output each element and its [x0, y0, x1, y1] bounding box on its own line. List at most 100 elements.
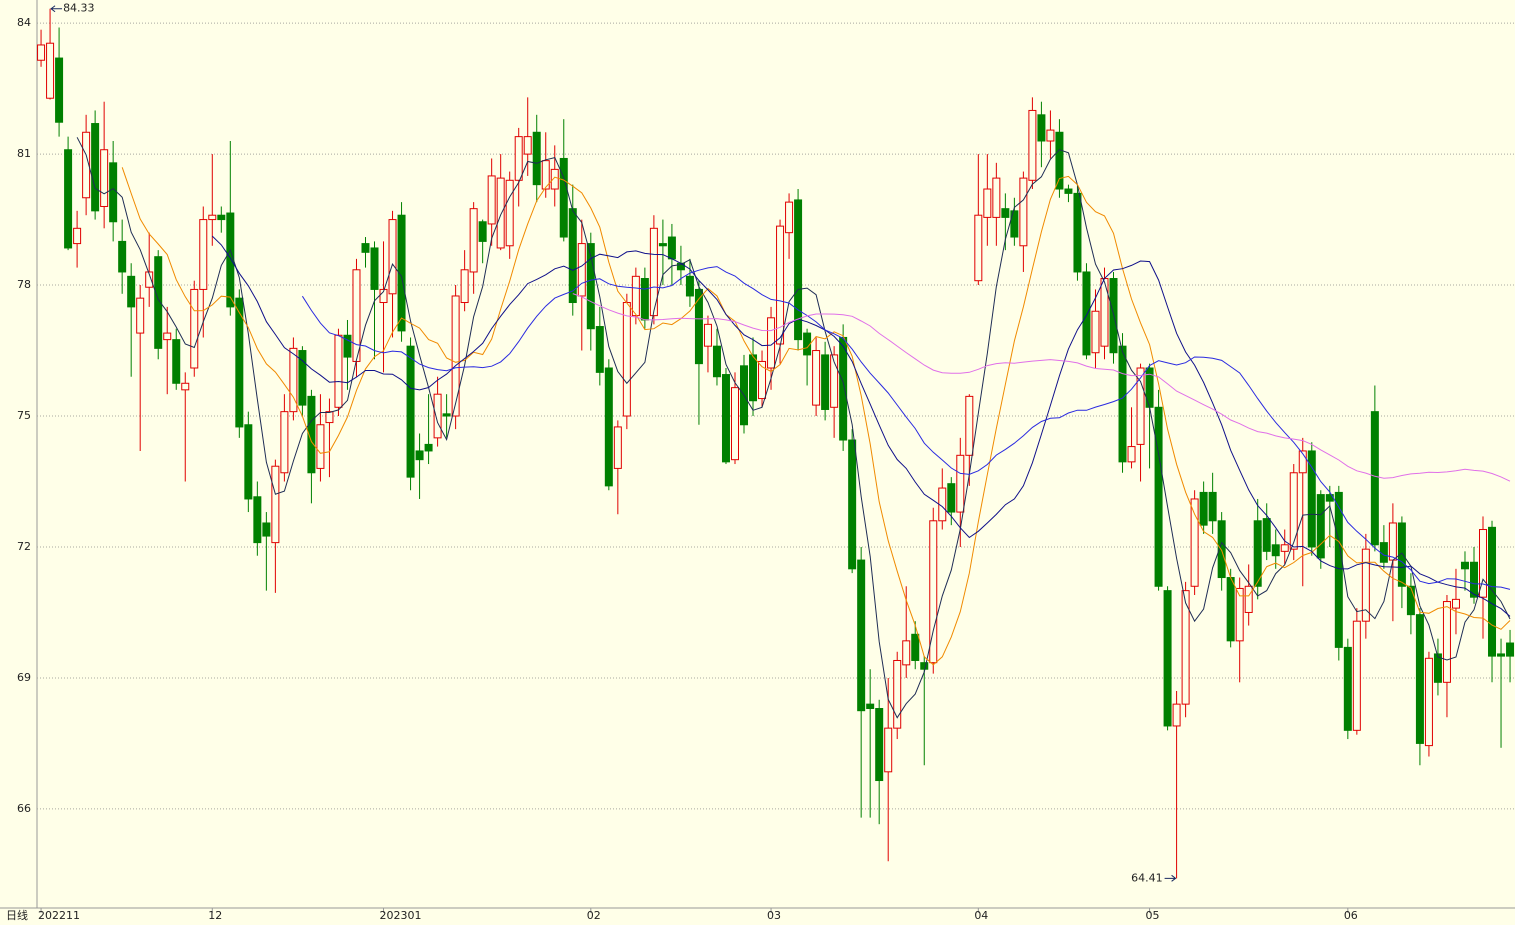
- candle-body: [298, 350, 307, 406]
- candle-body: [1352, 620, 1361, 731]
- candle-body: [433, 393, 442, 439]
- candle-body: [370, 247, 379, 290]
- candle-body: [749, 354, 758, 402]
- candle-body: [451, 295, 460, 417]
- candle-body: [1488, 526, 1497, 657]
- candle-body: [956, 454, 965, 513]
- candle-body: [1253, 520, 1262, 587]
- candle-body: [325, 411, 334, 424]
- candle-body: [920, 662, 929, 670]
- candle-body: [1406, 585, 1415, 616]
- candle-body: [496, 177, 505, 249]
- candle-body: [217, 214, 226, 221]
- x-tick-label: 06: [1344, 909, 1358, 922]
- candle-body: [613, 426, 622, 469]
- candle-body: [109, 162, 118, 223]
- y-tick-label: 66: [17, 802, 31, 815]
- candle-body: [64, 149, 73, 249]
- annotation: 64.41: [1131, 871, 1163, 884]
- candle-body: [316, 424, 325, 469]
- moving-average: [211, 235, 1511, 617]
- candle-body: [1497, 653, 1506, 657]
- candle-body: [253, 496, 262, 544]
- candle-body: [1298, 450, 1307, 474]
- candle-body: [1307, 450, 1316, 548]
- candle-body: [1019, 177, 1028, 247]
- period-label: 日线: [6, 908, 28, 922]
- candle-body: [884, 727, 893, 773]
- candle-body: [902, 640, 911, 666]
- candle-body: [1433, 653, 1442, 683]
- candle-body: [812, 350, 821, 406]
- candle-body: [1127, 446, 1136, 463]
- candle-body: [1289, 472, 1298, 550]
- y-tick-label: 78: [17, 278, 31, 291]
- moving-average: [301, 266, 1511, 590]
- candle-body: [1460, 561, 1469, 570]
- candle-body: [1118, 345, 1127, 463]
- candle-body: [415, 450, 424, 461]
- candle-body: [1506, 642, 1515, 657]
- candle-body: [1280, 544, 1289, 552]
- candle-body: [839, 336, 848, 441]
- annotation: 84.33: [63, 2, 95, 15]
- annotation-arrow: [50, 5, 63, 13]
- candle-body: [974, 214, 983, 282]
- candle-body: [514, 136, 523, 181]
- candle-body: [1361, 548, 1370, 622]
- candle-body: [442, 413, 451, 417]
- candle-body: [1235, 587, 1244, 642]
- candle-body: [893, 659, 902, 729]
- candle-body: [406, 345, 415, 478]
- y-tick-label: 81: [17, 147, 31, 160]
- candle-body: [1190, 498, 1199, 587]
- candle-body: [1479, 529, 1488, 598]
- candle-body: [649, 227, 658, 317]
- candle-body: [983, 188, 992, 218]
- candle-body: [1082, 271, 1091, 356]
- candle-body: [947, 483, 956, 513]
- x-tick-label: 02: [587, 909, 601, 922]
- candle-body: [1442, 601, 1451, 683]
- candle-body: [1370, 411, 1379, 546]
- annotation-arrow: [1164, 874, 1177, 882]
- candle-body: [208, 214, 217, 221]
- candle-body: [478, 221, 487, 242]
- candle-body: [1154, 406, 1163, 587]
- candle-body: [1046, 129, 1055, 142]
- candle-body: [1226, 577, 1235, 642]
- candle-body: [830, 354, 839, 408]
- candle-body: [703, 323, 712, 347]
- candle-body: [667, 236, 676, 260]
- candle-body: [118, 240, 127, 273]
- candle-body: [604, 367, 613, 487]
- candle-body: [226, 212, 235, 308]
- candle-body: [379, 288, 388, 304]
- candle-body: [1334, 491, 1343, 648]
- candle-body: [334, 334, 343, 408]
- candle-body: [875, 708, 884, 782]
- y-tick-label: 75: [17, 409, 31, 422]
- x-tick-label: 04: [974, 909, 988, 922]
- candle-body: [1217, 520, 1226, 579]
- candle-body: [100, 149, 109, 207]
- candle-body: [1244, 585, 1253, 613]
- candle-body: [82, 131, 91, 199]
- candle-body: [712, 345, 721, 378]
- candle-body: [361, 243, 370, 253]
- candle-body: [1091, 310, 1100, 354]
- candle-body: [1136, 367, 1145, 445]
- y-tick-label: 69: [17, 671, 31, 684]
- candle-body: [541, 160, 550, 190]
- candle-body: [550, 168, 559, 190]
- candle-body: [1379, 542, 1388, 563]
- candle-body: [568, 208, 577, 304]
- candle-body: [181, 382, 190, 391]
- candle-body: [1343, 646, 1352, 731]
- candle-body: [929, 520, 938, 664]
- candle-body: [46, 42, 55, 99]
- candle-body: [280, 411, 289, 474]
- candle-body: [424, 443, 433, 452]
- candle-body: [1100, 278, 1109, 347]
- candle-body: [136, 297, 145, 334]
